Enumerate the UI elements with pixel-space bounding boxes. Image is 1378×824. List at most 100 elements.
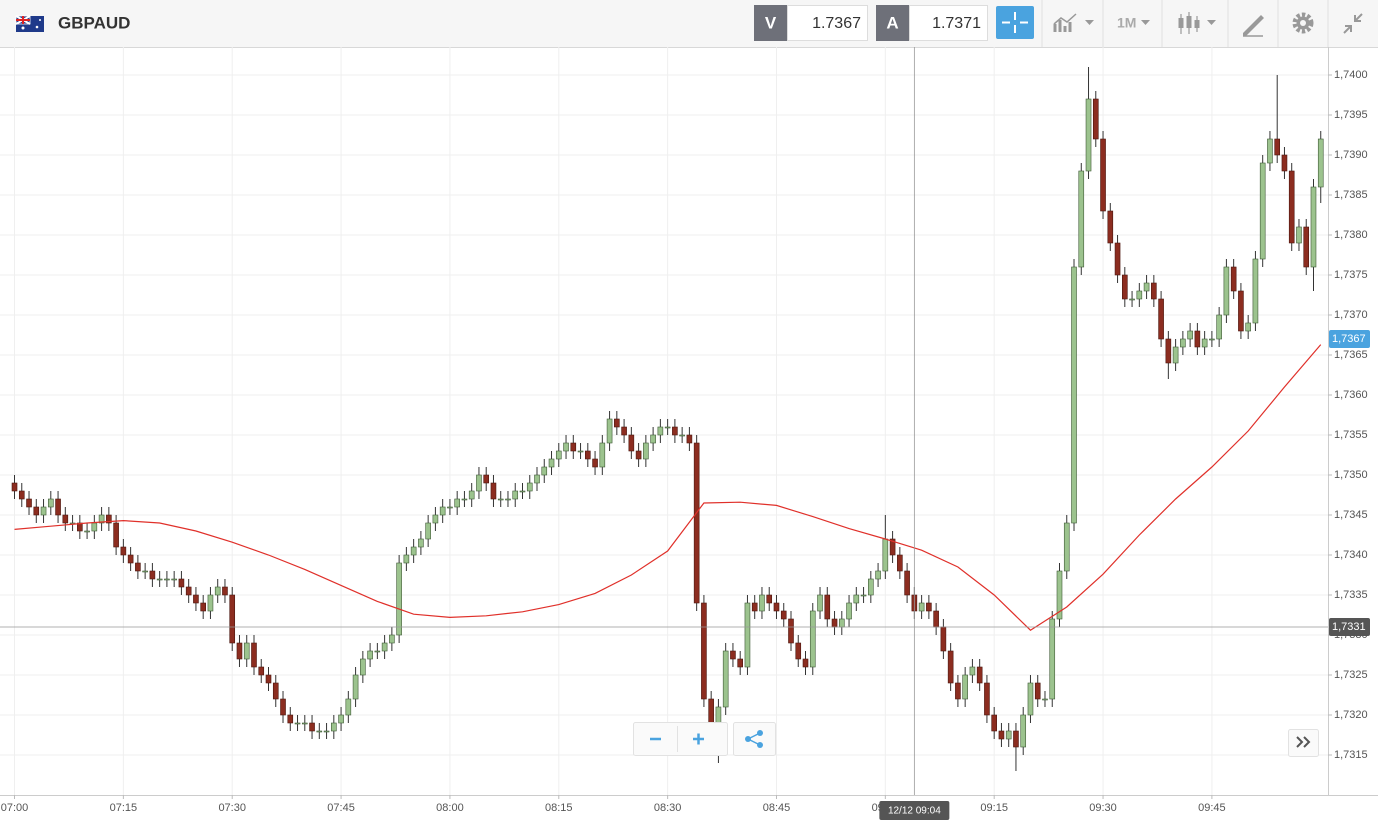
candle-body [534, 474, 540, 484]
candle-body [555, 450, 562, 460]
candle-body [628, 434, 635, 452]
candle-body [918, 602, 925, 612]
candle-body [1245, 322, 1251, 332]
candle-body [18, 490, 25, 500]
y-tick-label: 1,7340 [1334, 549, 1368, 561]
candle-body [425, 522, 431, 540]
zoom-in[interactable] [693, 733, 704, 745]
candle-body [773, 602, 780, 612]
candle-body [497, 498, 504, 501]
chart-type-button[interactable] [1178, 12, 1217, 34]
candle-body [33, 506, 40, 516]
candle-body [120, 546, 127, 556]
timeframe-button[interactable]: 1M [1117, 15, 1150, 31]
settings-button[interactable] [1292, 12, 1314, 34]
candle-body [882, 538, 889, 572]
ask-tag[interactable] [876, 5, 909, 41]
x-tick-label: 08:15 [545, 802, 573, 814]
candle-body [1136, 290, 1143, 300]
candle-body [672, 426, 678, 436]
candle-body [744, 602, 751, 668]
candle-body [955, 682, 961, 700]
x-tick-label: 07:30 [218, 802, 246, 814]
candle-body [926, 602, 932, 612]
candle-body [403, 554, 410, 564]
candle-body [251, 642, 257, 668]
candle-body [1078, 170, 1085, 268]
y-tick-label: 1,7370 [1334, 309, 1368, 321]
candle-body [1216, 314, 1222, 340]
candle-body [316, 730, 323, 733]
fullscreen-button[interactable] [1343, 13, 1363, 34]
candle-body [548, 458, 555, 468]
candle-body [621, 426, 627, 436]
candle-body [585, 450, 591, 460]
candle-body [447, 506, 453, 509]
candle-body [1013, 730, 1019, 748]
candle-body [1107, 210, 1114, 244]
candle-body [860, 594, 867, 597]
candle-body [149, 570, 156, 580]
candle-body [664, 426, 671, 429]
candle-body [367, 650, 373, 660]
candle-body [214, 586, 221, 596]
candle-body [701, 602, 707, 700]
candle-body [788, 618, 794, 644]
candle-body [904, 570, 910, 596]
candle-body [454, 498, 460, 508]
candle-body [1020, 714, 1027, 748]
candle-body [1027, 682, 1034, 716]
candle-body [113, 522, 119, 548]
candle-body [323, 730, 330, 733]
candle-body [1296, 226, 1302, 244]
bid-tag[interactable] [754, 5, 787, 41]
candle-body [62, 514, 69, 524]
candle-body [135, 562, 141, 572]
y-tick-label: 1,7345 [1334, 509, 1368, 521]
y-tick-label: 1,7360 [1334, 389, 1368, 401]
y-tick-label: 1,7320 [1334, 709, 1368, 721]
candle-body [1114, 242, 1121, 276]
candle-body [171, 578, 177, 581]
flag [15, 15, 44, 32]
candle-body [802, 658, 809, 668]
candle-body [853, 594, 860, 604]
moving-average [14, 344, 1322, 631]
candle-body [1085, 98, 1092, 172]
candle-body [809, 610, 816, 668]
candle-body [236, 642, 243, 660]
candle-body [164, 578, 170, 581]
drawing-button[interactable] [1243, 15, 1264, 37]
crosshair-price-label: 1,7331 [1332, 621, 1366, 633]
share-box[interactable] [733, 722, 776, 756]
candle-body [795, 642, 802, 660]
scroll-end-button[interactable] [1288, 729, 1319, 757]
candle-body [846, 602, 852, 620]
candle-body [1310, 186, 1317, 268]
indicator-button[interactable] [1053, 13, 1094, 32]
crosshair-button[interactable] [996, 6, 1034, 39]
candle-body [127, 554, 134, 564]
candle-body [693, 442, 700, 604]
candle-body [984, 682, 990, 716]
candle-body [570, 442, 577, 452]
candle-body [11, 482, 18, 492]
candle-body [200, 602, 206, 612]
candle-body [1100, 138, 1106, 212]
y-tick-label: 1,7375 [1334, 269, 1368, 281]
candle-body [207, 594, 214, 612]
candle-body [1158, 298, 1164, 340]
candle-body [686, 434, 693, 444]
candle-body [468, 490, 475, 500]
candle-body [1230, 266, 1237, 292]
candle-body [1303, 226, 1310, 268]
timeframe: 1M [1117, 15, 1136, 31]
ask-price: 1.7371 [932, 15, 981, 32]
candle-body [1005, 730, 1012, 740]
candle-body [410, 546, 417, 556]
candle-body [722, 650, 729, 708]
candle-body [1129, 298, 1135, 301]
candle-body [838, 618, 845, 628]
x-tick-label: 09:30 [1089, 802, 1117, 814]
toolbar-separators [1041, 0, 1329, 47]
